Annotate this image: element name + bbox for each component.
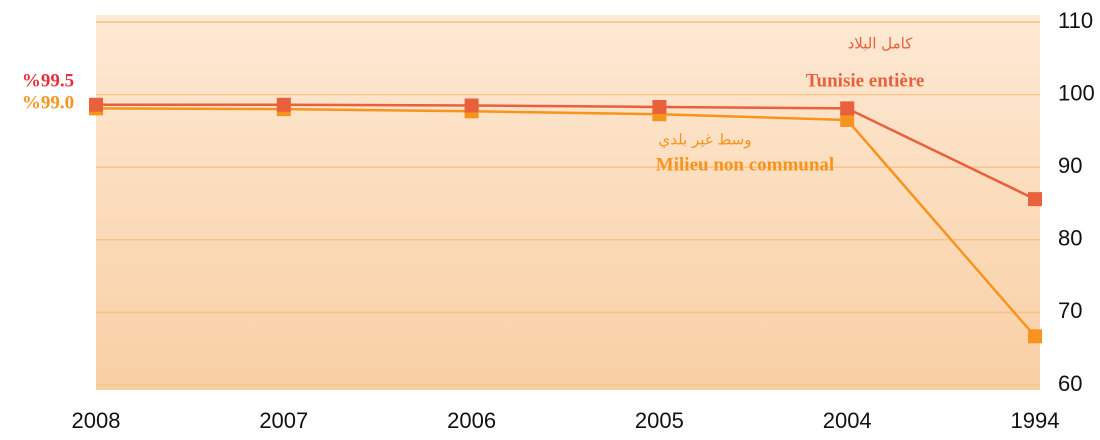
x-tick-label: 2008 <box>72 408 121 433</box>
x-tick-label: 2007 <box>259 408 308 433</box>
y-tick-label: 90 <box>1058 153 1082 178</box>
data-point <box>276 97 291 112</box>
plot-background <box>96 15 1040 390</box>
y-tick-label: 80 <box>1058 226 1082 251</box>
y-tick-label: 70 <box>1058 298 1082 323</box>
series-line <box>95 107 1036 338</box>
y-tick-label: 110 <box>1058 8 1093 33</box>
data-point <box>89 97 103 112</box>
data-point <box>652 99 667 114</box>
data-point <box>1028 329 1042 344</box>
x-tick-label: 2004 <box>823 408 872 433</box>
x-tick-label: 2006 <box>447 408 496 433</box>
data-point <box>464 98 479 113</box>
x-tick-label: 1994 <box>1011 408 1060 433</box>
series-label-ar: وسط غير بلدي <box>659 131 752 150</box>
annotation: %99.0 <box>22 92 74 113</box>
legend-label: Tunisie entière <box>806 70 925 91</box>
series-label-ar: كامل البلاد <box>848 35 914 53</box>
series-line <box>96 103 1036 201</box>
legend-label: Milieu non communal <box>656 154 834 175</box>
y-tick-label: 60 <box>1058 371 1082 396</box>
x-tick-label: 2005 <box>635 408 684 433</box>
data-point <box>840 101 855 116</box>
data-point <box>840 113 855 128</box>
y-tick-label: 100 <box>1058 80 1095 105</box>
data-point <box>1028 192 1042 207</box>
annotation: %99.5 <box>22 70 74 91</box>
